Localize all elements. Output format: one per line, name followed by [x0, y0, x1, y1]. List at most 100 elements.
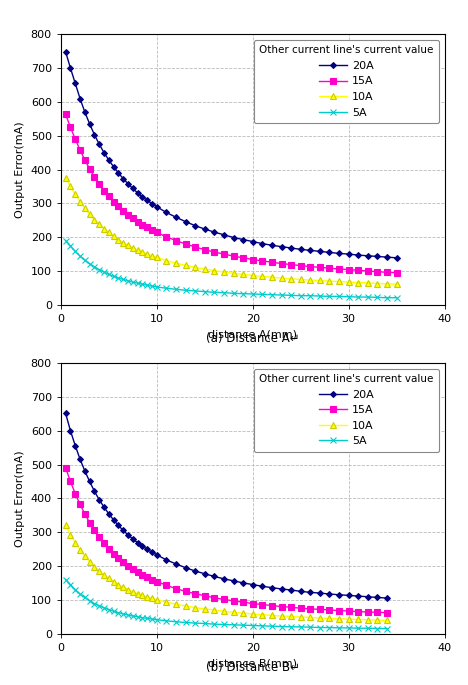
- 15A: [101, 186, 107, 195]
- 20A: [375, 593, 380, 601]
- 10A: [92, 562, 97, 571]
- 10A: [317, 614, 323, 622]
- Text: (a) Distance A↵: (a) Distance A↵: [206, 332, 300, 345]
- 5A: [144, 281, 150, 289]
- 20A: [77, 95, 83, 103]
- 10A: [307, 276, 313, 284]
- 5A: [336, 292, 342, 301]
- Y-axis label: Output Error(mA): Output Error(mA): [15, 121, 25, 218]
- 10A: [327, 614, 332, 623]
- 20A: [356, 251, 361, 259]
- 20A: [384, 253, 390, 261]
- 20A: [365, 593, 371, 601]
- 15A: [144, 223, 150, 232]
- 20A: [139, 192, 145, 201]
- 5A: [139, 280, 145, 288]
- 5A: [125, 611, 131, 619]
- 10A: [106, 575, 112, 583]
- 15A: [68, 123, 73, 132]
- 20A: [221, 575, 227, 583]
- 15A: [327, 264, 332, 273]
- 5A: [241, 621, 246, 630]
- 5A: [111, 607, 117, 615]
- 15A: [87, 519, 93, 527]
- 5A: [135, 612, 140, 621]
- 5A: [375, 293, 380, 301]
- 5A: [164, 616, 169, 625]
- 5A: [106, 271, 112, 279]
- 10A: [231, 608, 236, 616]
- 15A: [63, 110, 68, 119]
- 15A: [269, 601, 275, 610]
- 10A: [288, 612, 294, 621]
- 20A: [327, 248, 332, 256]
- 20A: [278, 585, 284, 593]
- 5A: [278, 291, 284, 299]
- 20A: [278, 242, 284, 251]
- 10A: [130, 588, 136, 596]
- 10A: [288, 275, 294, 283]
- 20A: [73, 441, 78, 449]
- 10A: [183, 602, 189, 610]
- 5A: [63, 575, 68, 584]
- 20A: [154, 551, 160, 559]
- 15A: [149, 226, 155, 234]
- 15A: [384, 269, 390, 277]
- 5A: [231, 289, 236, 297]
- 5A: [259, 290, 265, 299]
- 5A: [82, 256, 88, 264]
- 5A: [288, 623, 294, 631]
- 15A: [139, 221, 145, 229]
- 15A: [298, 262, 304, 270]
- 10A: [375, 616, 380, 624]
- 5A: [77, 252, 83, 260]
- 20A: [250, 238, 256, 246]
- 15A: [202, 592, 208, 600]
- 20A: [92, 131, 97, 139]
- 10A: [139, 248, 145, 256]
- 15A: [139, 571, 145, 579]
- 5A: [82, 593, 88, 601]
- 10A: [63, 521, 68, 530]
- 20A: [346, 591, 351, 599]
- 20A: [336, 249, 342, 258]
- 10A: [259, 273, 265, 281]
- 15A: [317, 605, 323, 613]
- 5A: [288, 291, 294, 299]
- 15A: [241, 253, 246, 262]
- 10A: [68, 530, 73, 538]
- 15A: [164, 581, 169, 589]
- 20A: [202, 225, 208, 233]
- 15A: [346, 266, 351, 274]
- 10A: [154, 253, 160, 262]
- Line: 15A: 15A: [63, 465, 390, 615]
- 10A: [307, 613, 313, 621]
- 15A: [259, 257, 265, 265]
- 20A: [288, 586, 294, 594]
- 20A: [101, 149, 107, 157]
- 20A: [164, 208, 169, 216]
- 20A: [120, 175, 126, 183]
- 5A: [116, 608, 121, 616]
- 15A: [307, 605, 313, 613]
- 20A: [106, 156, 112, 164]
- 20A: [259, 582, 265, 590]
- 5A: [250, 621, 256, 630]
- 20A: [87, 120, 93, 128]
- 5A: [101, 268, 107, 276]
- 20A: [106, 510, 112, 518]
- 20A: [125, 531, 131, 539]
- 15A: [92, 173, 97, 181]
- 20A: [365, 251, 371, 260]
- 15A: [231, 597, 236, 605]
- 15A: [77, 500, 83, 508]
- 20A: [116, 521, 121, 530]
- 5A: [120, 275, 126, 284]
- 20A: [120, 526, 126, 534]
- 15A: [278, 260, 284, 268]
- 10A: [135, 590, 140, 598]
- 20A: [73, 79, 78, 88]
- 10A: [116, 580, 121, 588]
- 20A: [202, 570, 208, 578]
- 10A: [384, 616, 390, 625]
